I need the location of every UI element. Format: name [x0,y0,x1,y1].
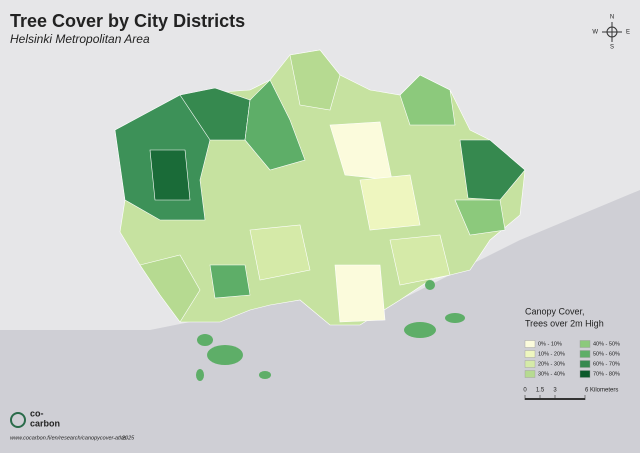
logo-text: carbon [30,418,60,428]
subtitle: Helsinki Metropolitan Area [10,32,150,46]
district [334,264,386,323]
island [259,371,271,379]
district [459,139,526,201]
title: Tree Cover by City Districts [10,11,245,31]
district [359,174,421,231]
legend-swatch [579,340,591,348]
island [207,345,243,365]
footer-year: 2025 [121,435,135,441]
district [139,254,201,323]
legend-title: Canopy Cover, [525,306,585,316]
legend-label: 50% - 60% [593,351,620,357]
legend-swatch [524,360,536,368]
district [244,79,306,171]
legend: Canopy Cover, Trees over 2m High 0% - 10… [524,306,620,378]
footer-url: www.cocarbon.fi/en/research/canopycover-… [10,435,127,441]
island [196,369,204,381]
legend-label: 70% - 80% [593,371,620,377]
legend-swatch [579,370,591,378]
compass: N E S W [592,15,630,51]
scale-label: 1.5 [536,388,545,394]
island [404,322,436,338]
sea [0,190,640,453]
legend-swatch [524,370,536,378]
islands [196,280,465,381]
scale-label: 0 [523,388,527,394]
legend-swatch [524,350,536,358]
island [425,280,435,290]
scale-label: 3 [553,388,557,394]
scale-bar: 0 1.5 3 6 Kilometers [523,388,618,400]
compass-e: E [626,30,630,36]
logo-text: co- [30,408,44,418]
legend-label: 10% - 20% [538,351,565,357]
district [289,49,341,111]
scale-label: 6 Kilometers [585,388,618,394]
legend-title: Trees over 2m High [525,318,604,328]
compass-s: S [610,45,614,51]
legend-label: 20% - 30% [538,361,565,367]
legend-swatch [579,360,591,368]
district [249,224,311,281]
island [445,313,465,323]
legend-label: 40% - 50% [593,341,620,347]
island [197,334,213,346]
district [454,199,506,236]
logo-icon [10,412,26,428]
districts [114,49,526,326]
district [149,149,191,201]
district [389,234,451,286]
logo: co- carbon [10,408,60,428]
compass-n: N [610,15,614,21]
legend-label: 30% - 40% [538,371,565,377]
district [399,74,456,126]
legend-label: 60% - 70% [593,361,620,367]
compass-w: W [592,30,598,36]
legend-swatch [524,340,536,348]
legend-swatch [579,350,591,358]
district [209,264,251,299]
legend-label: 0% - 10% [538,341,562,347]
